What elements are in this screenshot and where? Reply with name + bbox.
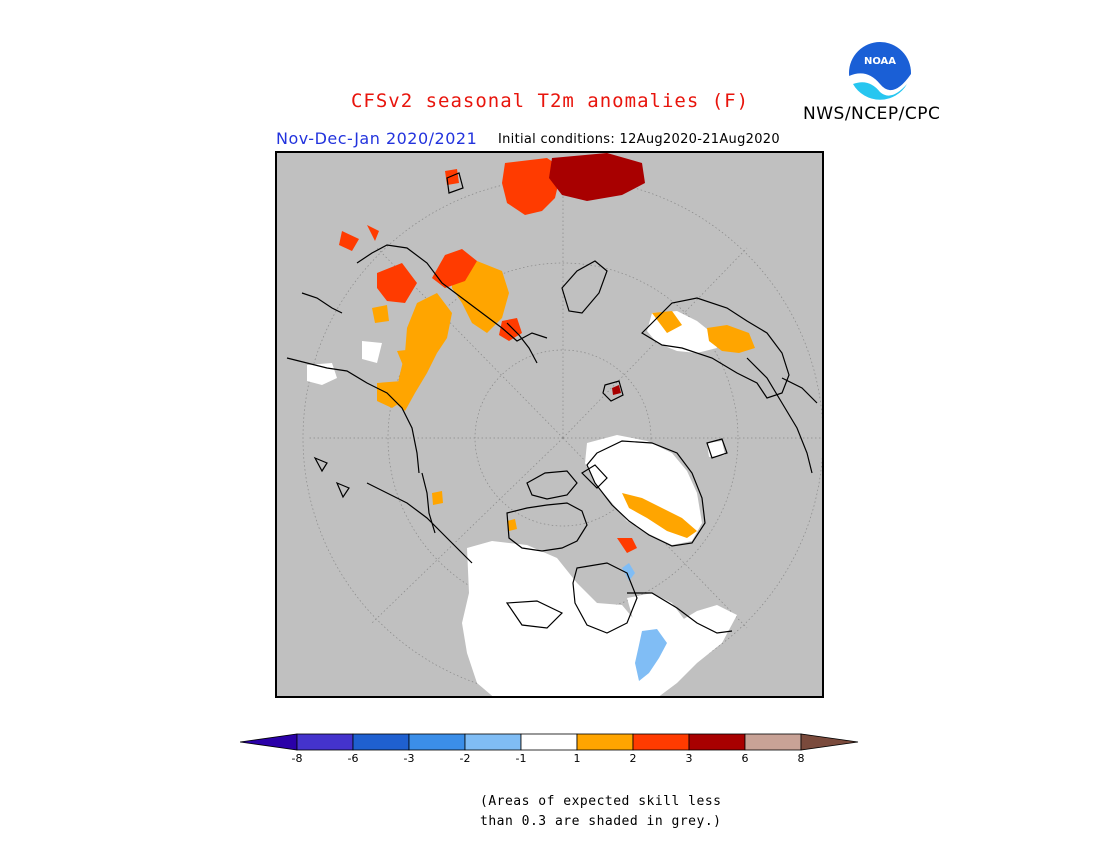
noaa-logo-text: NOAA — [864, 56, 896, 67]
strong-warm-anomaly-shading — [549, 153, 645, 395]
anomaly-map — [275, 151, 824, 698]
legend-swatch-2 — [352, 733, 410, 751]
below-normal-shading — [622, 563, 667, 681]
legend-tick-label: -3 — [403, 752, 415, 765]
legend-tick-label: 8 — [797, 752, 805, 765]
legend-swatch-9 — [744, 733, 802, 751]
polar-map-svg — [286, 153, 822, 696]
legend-swatch-3 — [408, 733, 466, 751]
legend-tick-label: 3 — [685, 752, 693, 765]
map-title: CFSv2 seasonal T2m anomalies (F) — [350, 90, 750, 112]
legend-swatch-4 — [464, 733, 522, 751]
initial-conditions: Initial conditions: 12Aug2020-21Aug2020 — [498, 132, 780, 147]
noaa-logo-icon: NOAA — [847, 40, 913, 107]
legend-arrow-low — [239, 733, 298, 751]
legend-tick-label: -2 — [459, 752, 471, 765]
agency-label: NWS/NCEP/CPC — [803, 104, 941, 124]
legend-arrow-high — [800, 733, 859, 751]
legend-tick-label: -1 — [515, 752, 527, 765]
forecast-period: Nov-Dec-Jan 2020/2021 — [276, 129, 478, 148]
legend-swatch-5 — [520, 733, 578, 751]
legend-tick-label: -8 — [291, 752, 303, 765]
warm-anomaly-shading — [372, 261, 755, 538]
color-legend-bar — [239, 733, 859, 751]
color-legend — [239, 732, 862, 772]
skill-footnote: (Areas of expected skill less than 0.3 a… — [480, 792, 721, 832]
legend-swatch-7 — [632, 733, 690, 751]
skill-footnote-line-1: (Areas of expected skill less — [480, 794, 722, 809]
legend-swatch-1 — [296, 733, 354, 751]
legend-tick-label: 6 — [741, 752, 749, 765]
legend-tick-label: 2 — [629, 752, 637, 765]
legend-swatch-6 — [576, 733, 634, 751]
warmer-anomaly-shading — [339, 158, 637, 553]
near-normal-shading — [307, 311, 737, 696]
skill-footnote-line-2: than 0.3 are shaded in grey.) — [480, 814, 722, 829]
legend-swatch-8 — [688, 733, 746, 751]
legend-tick-label: 1 — [573, 752, 581, 765]
legend-tick-label: -6 — [347, 752, 359, 765]
coastlines — [286, 172, 818, 634]
